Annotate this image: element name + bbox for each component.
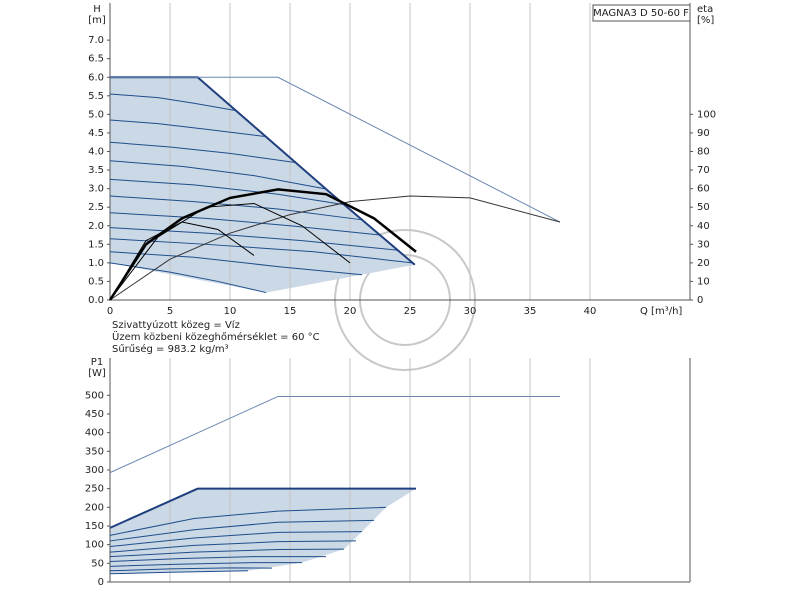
y-tick-label: 100 (85, 540, 104, 551)
y-tick-label: 350 (85, 446, 104, 457)
y2-tick-label: 50 (697, 202, 710, 213)
x-tick-label: 40 (584, 306, 597, 317)
x-tick-label: 15 (284, 306, 297, 317)
x-tick-label: 25 (404, 306, 417, 317)
y-tick-label: 300 (85, 465, 104, 476)
x-tick-label: 20 (344, 306, 357, 317)
y2-tick-label: 20 (697, 258, 710, 269)
y-tick-label: 6.0 (88, 72, 104, 83)
x-tick-label: 30 (464, 306, 477, 317)
y-unit: [W] (88, 368, 106, 379)
x-tick-label: 0 (107, 306, 113, 317)
shaded-area (110, 77, 415, 293)
curve (109, 178, 345, 206)
y2-tick-label: 80 (697, 147, 710, 158)
curve (109, 119, 267, 138)
curve (109, 531, 363, 548)
curve (109, 506, 387, 536)
y-unit: [m] (88, 15, 106, 26)
y-tick-label: 0.5 (88, 276, 104, 287)
curve (109, 519, 375, 542)
y-tick-label: 250 (85, 484, 104, 495)
y2-tick-label: 90 (697, 128, 710, 139)
curve (109, 548, 345, 558)
y-tick-label: 0.0 (88, 295, 104, 306)
curve (109, 395, 560, 474)
curve (109, 238, 413, 264)
curve (109, 262, 267, 294)
y-tick-label: 0 (98, 577, 104, 588)
y2-tick-label: 70 (697, 165, 710, 176)
y2-tick-label: 100 (697, 109, 716, 120)
y-tick-label: 1.0 (88, 258, 104, 269)
note: Üzem közbeni közeghőmérséklet = 60 °C (112, 330, 320, 343)
shaded-area (110, 488, 416, 574)
x-tick-label: 35 (524, 306, 537, 317)
curve (109, 251, 363, 276)
y-tick-label: 5.5 (88, 91, 104, 102)
y-tick-label: 1.5 (88, 239, 104, 250)
y2-tick-label: 40 (697, 221, 710, 232)
curve (109, 195, 561, 301)
y-tick-label: 2.0 (88, 221, 104, 232)
y-tick-label: 4.5 (88, 128, 104, 139)
y-tick-label: 3.5 (88, 165, 104, 176)
y-tick-label: 5.0 (88, 109, 104, 120)
y-tick-label: 2.5 (88, 202, 104, 213)
y-tick-label: 50 (91, 558, 104, 569)
y-label: P1 (91, 357, 103, 368)
curve (108, 188, 417, 301)
y2-unit: [%] (697, 15, 714, 26)
curve (109, 570, 249, 575)
chart-title: MAGNA3 D 50-60 F (593, 8, 689, 19)
curve (109, 93, 237, 112)
curve (109, 212, 381, 236)
x-tick-label: 10 (224, 306, 237, 317)
y-tick-label: 400 (85, 428, 104, 439)
curve (109, 540, 357, 553)
curve (109, 160, 327, 190)
curve (109, 562, 302, 567)
y-tick-label: 450 (85, 409, 104, 420)
y2-tick-label: 60 (697, 184, 710, 195)
y2-tick-label: 30 (697, 239, 710, 250)
y-label: H (93, 4, 101, 15)
curve (109, 227, 399, 251)
plot-layer (109, 3, 591, 582)
curve (109, 487, 416, 529)
y-tick-label: 3.0 (88, 184, 104, 195)
y-tick-label: 4.0 (88, 147, 104, 158)
x-label: Q [m³/h] (640, 306, 682, 317)
curve (109, 567, 273, 572)
y-tick-label: 6.5 (88, 54, 104, 65)
curve (110, 76, 561, 223)
x-tick-label: 5 (167, 306, 173, 317)
y2-label: eta (697, 4, 713, 15)
note: Szivattyúzott közeg = Víz (112, 319, 240, 331)
y-tick-label: 150 (85, 521, 104, 532)
curve (109, 141, 297, 164)
y2-tick-label: 10 (697, 276, 710, 287)
y2-tick-label: 0 (697, 295, 703, 306)
note: Sűrűség = 983.2 kg/m³ (112, 343, 229, 355)
y-tick-label: 200 (85, 502, 104, 513)
y-tick-label: 500 (85, 390, 104, 401)
curve (109, 556, 326, 562)
y-tick-label: 7.0 (88, 35, 104, 46)
curve (109, 202, 351, 301)
